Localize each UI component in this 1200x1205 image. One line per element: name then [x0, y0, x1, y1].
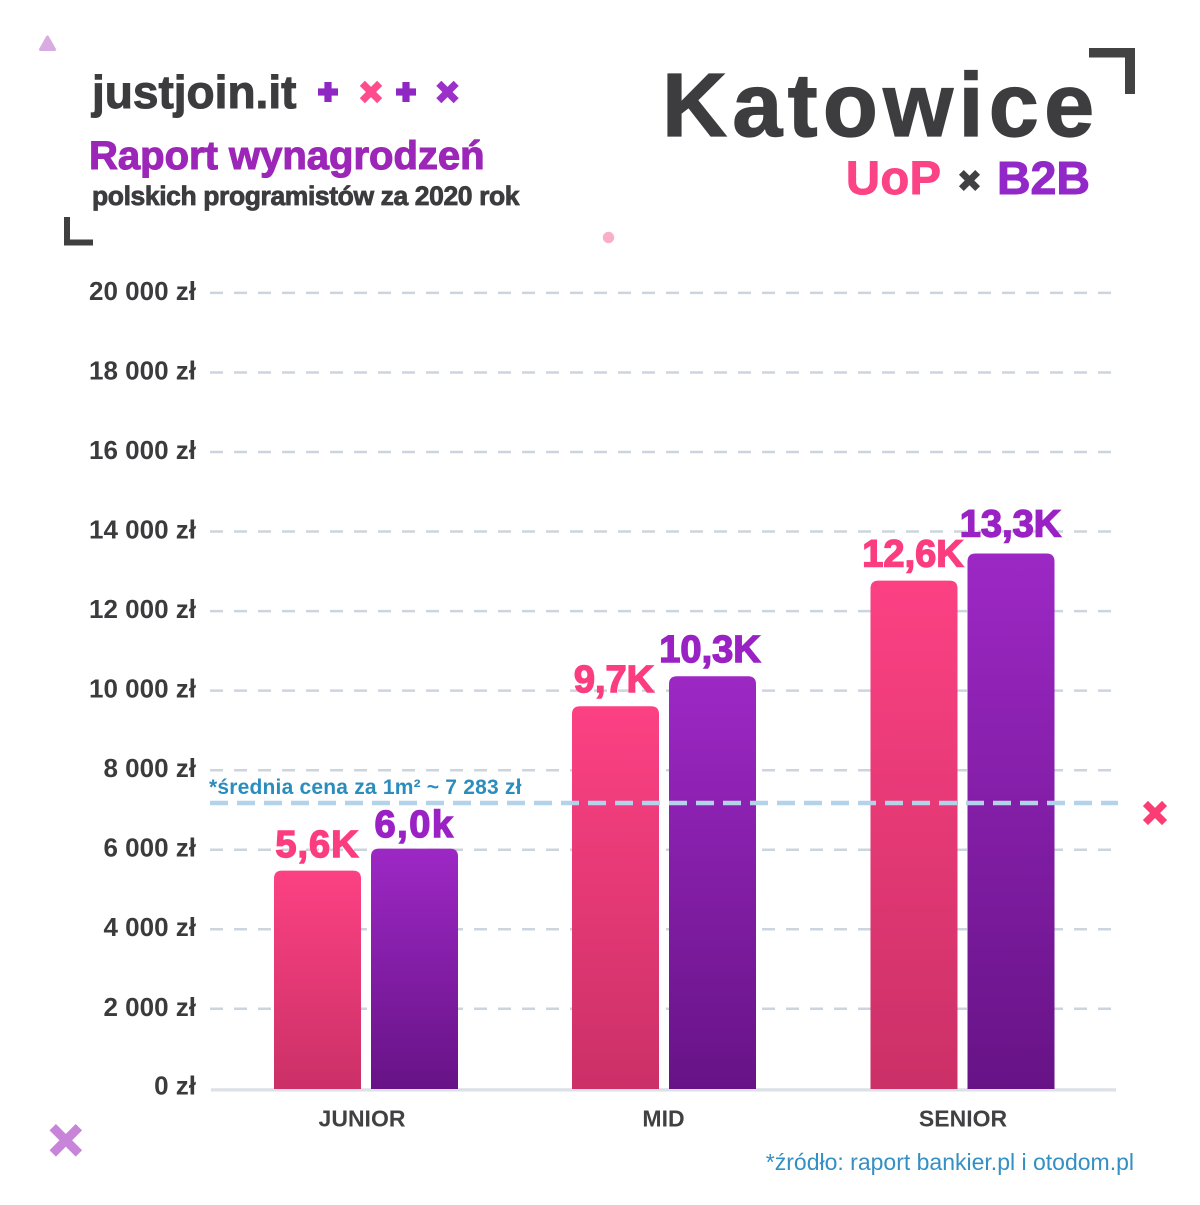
svg-text:Katowice: Katowice: [662, 56, 1100, 156]
svg-text:SENIOR: SENIOR: [919, 1106, 1008, 1132]
svg-text:18 000 zł: 18 000 zł: [89, 356, 197, 386]
svg-text:justjoin.it: justjoin.it: [91, 66, 296, 118]
svg-text:JUNIOR: JUNIOR: [319, 1106, 406, 1132]
svg-text:5,6K: 5,6K: [275, 824, 359, 866]
svg-text:16 000 zł: 16 000 zł: [89, 435, 197, 465]
svg-text:10 000 zł: 10 000 zł: [89, 674, 197, 704]
svg-text:MID: MID: [642, 1106, 684, 1132]
svg-text:UoP: UoP: [846, 151, 942, 204]
svg-text:Raport wynagrodzeń: Raport wynagrodzeń: [89, 134, 485, 178]
svg-text:2 000 zł: 2 000 zł: [103, 992, 196, 1022]
svg-text:8 000 zł: 8 000 zł: [103, 753, 196, 783]
svg-text:13,3K: 13,3K: [960, 504, 1062, 546]
svg-text:12,6K: 12,6K: [862, 534, 964, 576]
svg-text:polskich programistów za 2020: polskich programistów za 2020 rok: [92, 181, 520, 211]
svg-text:0 zł: 0 zł: [154, 1070, 197, 1100]
svg-text:B2B: B2B: [997, 152, 1090, 204]
svg-text:*źródło: raport bankier.pl i o: *źródło: raport bankier.pl i otodom.pl: [766, 1149, 1134, 1175]
svg-text:10,3K: 10,3K: [659, 629, 761, 671]
svg-text:20 000 zł: 20 000 zł: [89, 276, 197, 306]
svg-text:14 000 zł: 14 000 zł: [89, 515, 197, 545]
svg-text:12 000 zł: 12 000 zł: [89, 594, 197, 624]
svg-text:*średnia cena za 1m² ~ 7 283 z: *średnia cena za 1m² ~ 7 283 zł: [209, 776, 522, 799]
svg-text:6 000 zł: 6 000 zł: [103, 833, 196, 863]
svg-text:9,7K: 9,7K: [574, 659, 655, 701]
svg-text:6,0k: 6,0k: [375, 804, 455, 846]
svg-text:4 000 zł: 4 000 zł: [103, 912, 196, 942]
